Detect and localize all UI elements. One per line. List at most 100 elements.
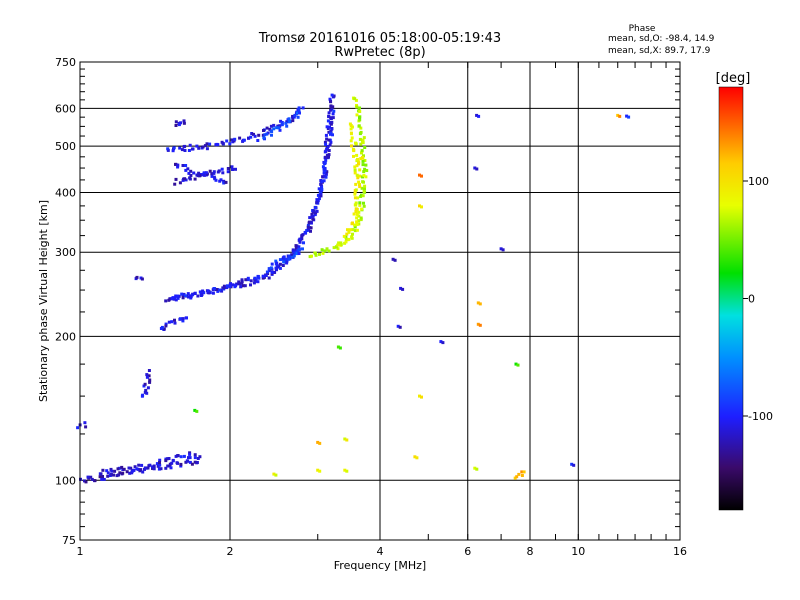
echo-point: [189, 294, 193, 298]
echo-point: [320, 188, 324, 191]
echo-point: [106, 471, 110, 475]
echo-point: [284, 257, 288, 261]
echo-point: [282, 255, 286, 259]
echo-point: [188, 451, 192, 455]
echo-point: [353, 229, 357, 233]
echo-point: [113, 469, 117, 473]
echo-point: [204, 171, 208, 175]
echo-point: [176, 165, 180, 169]
echo-point: [225, 286, 229, 290]
echo-point: [212, 171, 216, 175]
echo-point: [141, 470, 145, 474]
echo-point: [277, 126, 281, 130]
echo-point: [361, 180, 365, 184]
echo-point: [195, 461, 199, 465]
echo-point: [478, 302, 482, 306]
echo-point: [181, 317, 185, 321]
echo-point: [117, 473, 120, 477]
echo-point: [235, 282, 239, 286]
echo-point: [351, 221, 354, 225]
echo-point: [364, 163, 368, 167]
echo-point: [473, 466, 477, 470]
echo-point: [361, 194, 365, 198]
echo-point: [322, 179, 326, 183]
echo-point: [418, 204, 421, 208]
echo-point: [203, 144, 207, 148]
echo-point: [125, 470, 129, 474]
echo-point: [267, 269, 271, 273]
echo-point: [186, 167, 190, 171]
echo-point: [240, 278, 244, 282]
echo-point: [172, 146, 176, 150]
echo-point: [263, 133, 267, 137]
echo-point: [205, 147, 209, 151]
echo-point: [201, 289, 205, 293]
echo-point: [99, 472, 103, 476]
colorbar-ticks: -100 0 100: [743, 175, 773, 423]
echo-point: [140, 277, 144, 281]
y-tick-label: 200: [55, 330, 76, 343]
y-tick-label: 300: [55, 246, 76, 259]
echo-point: [269, 124, 273, 128]
echo-point: [265, 270, 269, 274]
echo-point: [285, 261, 289, 265]
echo-point: [182, 454, 186, 458]
echo-point: [420, 395, 423, 399]
echo-point: [158, 463, 162, 467]
echo-point: [353, 196, 357, 200]
echo-point: [84, 425, 88, 429]
echo-point: [179, 462, 183, 466]
echo-point: [278, 124, 282, 128]
echo-point: [317, 197, 321, 201]
echo-point: [364, 175, 368, 179]
echo-point: [362, 170, 366, 174]
echo-point: [515, 475, 519, 479]
echo-point: [288, 119, 292, 123]
echo-point: [331, 116, 335, 120]
echo-point: [211, 291, 215, 295]
echo-point: [173, 182, 177, 186]
echo-point: [355, 212, 359, 216]
echo-point: [309, 229, 312, 233]
echo-point: [323, 150, 327, 154]
echo-point: [357, 124, 361, 128]
echo-point: [243, 284, 247, 288]
echo-point: [222, 284, 226, 288]
echo-point: [358, 118, 362, 122]
echo-point: [344, 240, 348, 244]
echo-point: [222, 181, 226, 185]
echo-point: [212, 170, 216, 174]
echo-point: [360, 186, 364, 190]
echo-point: [197, 171, 201, 175]
echo-point: [158, 458, 162, 462]
echo-point: [272, 270, 276, 274]
echo-point: [175, 461, 179, 465]
echo-point: [351, 232, 354, 236]
echo-point: [105, 469, 109, 473]
echo-point: [208, 169, 212, 173]
echo-point: [101, 468, 105, 472]
echo-point: [221, 171, 225, 175]
echo-point: [179, 464, 183, 468]
echo-point: [270, 270, 274, 274]
echo-point: [167, 320, 171, 324]
echo-point: [188, 456, 192, 460]
echo-point: [244, 278, 248, 282]
echo-point: [120, 465, 124, 469]
echo-point: [184, 294, 188, 298]
echo-point: [355, 228, 359, 232]
echo-point: [399, 286, 403, 290]
echo-point: [398, 325, 402, 329]
echo-point: [189, 169, 193, 173]
echo-point: [76, 426, 80, 430]
stats-title: Phase: [629, 24, 656, 34]
echo-point: [193, 408, 197, 412]
echo-point: [152, 467, 156, 471]
echo-point: [109, 473, 113, 476]
echo-point: [182, 292, 186, 296]
echo-point: [327, 111, 331, 115]
echo-point: [196, 457, 200, 460]
echo-point: [310, 215, 314, 219]
echo-point: [306, 224, 310, 227]
echo-point: [183, 149, 187, 152]
